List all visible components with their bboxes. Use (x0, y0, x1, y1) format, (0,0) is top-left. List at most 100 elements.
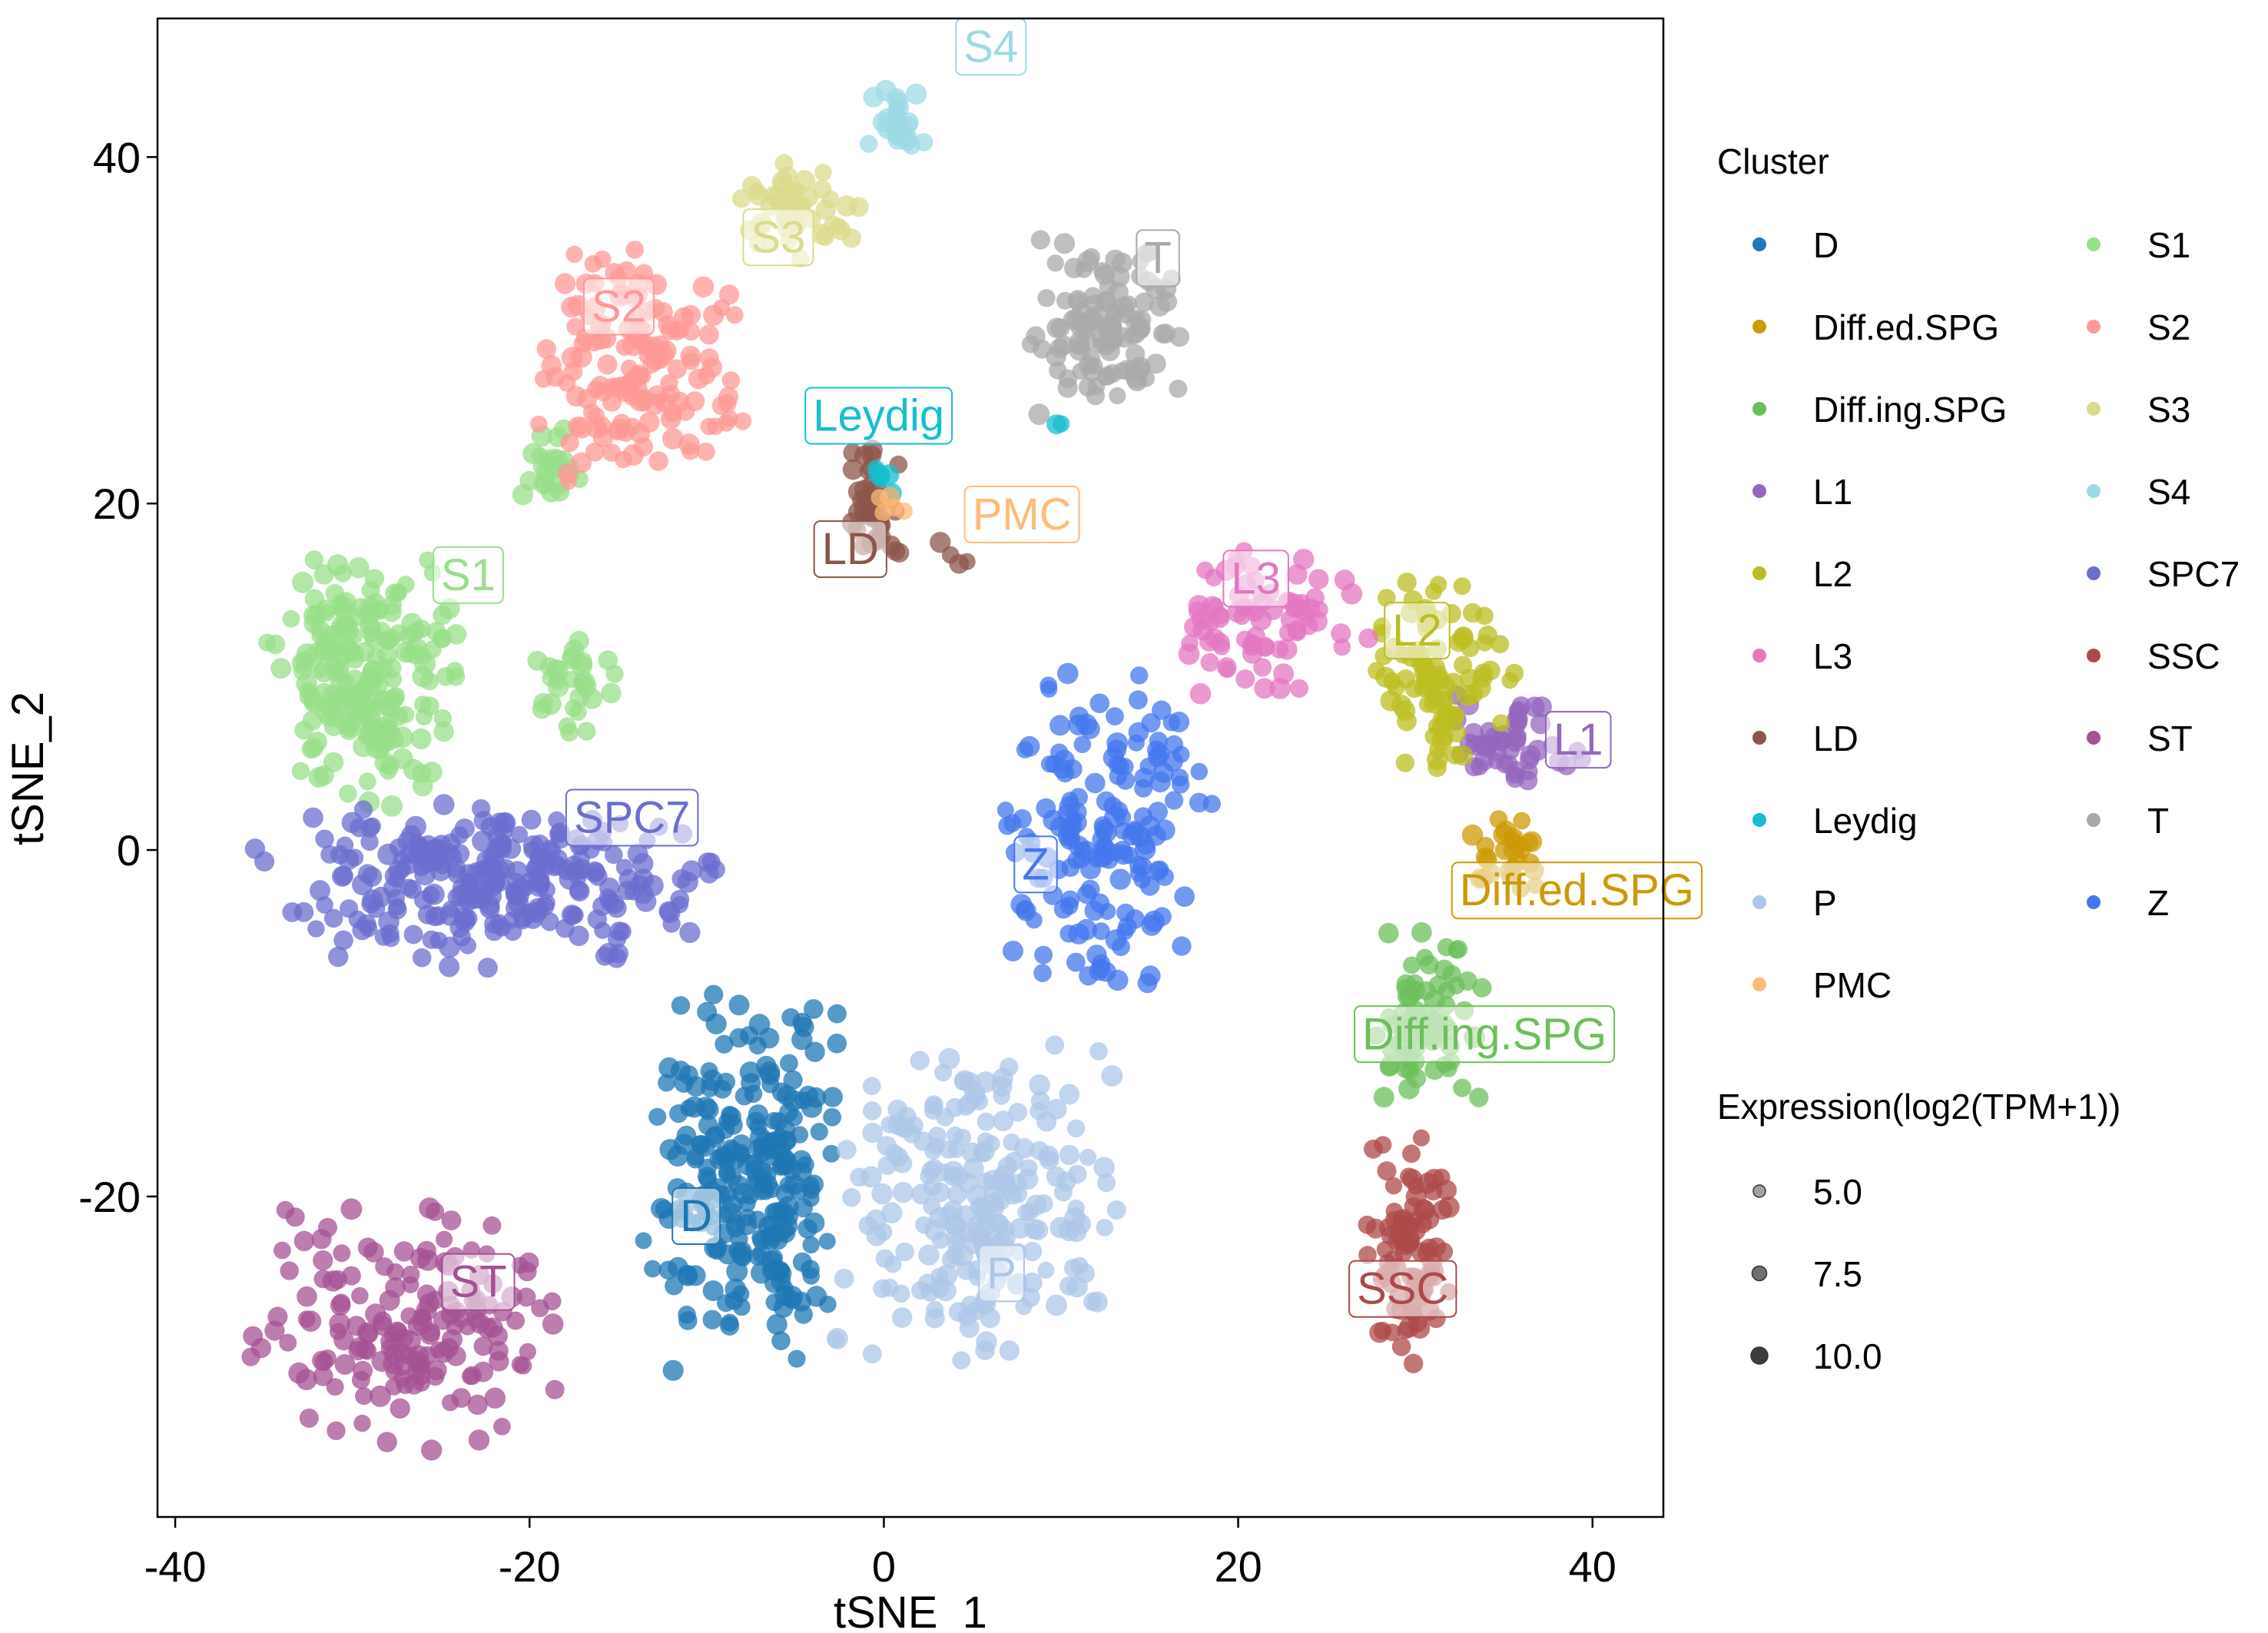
point-d (794, 1305, 814, 1324)
point-p (827, 1330, 845, 1348)
point-ssc (1410, 1318, 1431, 1339)
point-t (1105, 249, 1126, 271)
point-spc7 (549, 824, 569, 844)
point-p (939, 1205, 960, 1226)
point-d (732, 1241, 752, 1261)
point-spc7 (608, 929, 627, 948)
point-l2 (1460, 669, 1480, 689)
point-p (954, 1070, 975, 1091)
point-ssc (1396, 1233, 1414, 1252)
point-s1 (433, 629, 452, 649)
point-z (1076, 918, 1097, 941)
point-ld (941, 546, 960, 564)
legend-label: D (1813, 225, 1839, 265)
point-t (1169, 380, 1188, 398)
cluster-label-diff-ed-spg: Diff.ed.SPG (1451, 861, 1703, 920)
legend-swatch (1752, 484, 1766, 498)
point-z (1150, 860, 1169, 879)
point-l2 (1427, 748, 1448, 770)
point-d (685, 1265, 706, 1286)
point-s1 (366, 737, 387, 759)
point-spc7 (510, 825, 529, 844)
point-st (356, 1322, 379, 1343)
point-l2 (1397, 573, 1417, 592)
point-s1 (369, 698, 387, 716)
point-t (1146, 353, 1166, 374)
point-st (482, 1216, 502, 1235)
point-p (1000, 1057, 1019, 1077)
point-p (996, 1220, 1015, 1239)
point-spc7 (458, 908, 478, 928)
point-d (793, 1198, 813, 1218)
point-ssc (1391, 1337, 1411, 1356)
point-d (805, 1087, 827, 1108)
point-st (442, 1329, 463, 1350)
cluster-label-text: S4 (963, 22, 1018, 71)
point-st (451, 1388, 472, 1408)
point-p (1093, 1157, 1115, 1178)
point-s4 (863, 87, 884, 108)
point-l2 (1397, 711, 1417, 732)
point-st (297, 1310, 316, 1328)
point-diff-ing-spg (1416, 948, 1434, 967)
point-p (915, 1216, 933, 1234)
legend-item-diff-ed-spg: Diff.ed.SPG (1752, 307, 1999, 347)
point-p (871, 1183, 893, 1205)
point-z (1152, 762, 1174, 783)
point-p (902, 1124, 922, 1143)
point-spc7 (352, 920, 373, 941)
cluster-label-text: S1 (441, 550, 496, 600)
point-p (924, 1308, 945, 1329)
point-l1 (1463, 722, 1484, 744)
point-s2 (721, 371, 741, 390)
legend-label: L3 (1813, 636, 1852, 676)
point-p (1096, 1173, 1116, 1193)
point-z (1137, 973, 1158, 994)
point-z (1106, 707, 1124, 725)
point-spc7 (412, 948, 432, 968)
point-l3 (1250, 609, 1272, 631)
point-st (441, 1210, 462, 1230)
point-st (462, 1367, 479, 1386)
point-ssc (1365, 1218, 1386, 1239)
point-d (776, 1085, 797, 1106)
point-ld (842, 459, 864, 480)
point-p (1010, 1185, 1028, 1203)
point-st (341, 1266, 361, 1286)
point-d (752, 1231, 771, 1250)
point-spc7 (453, 928, 472, 947)
legend-label: Diff.ed.SPG (1813, 307, 1999, 347)
x-axis-title: tSNE_1 (834, 1588, 987, 1633)
point-d (702, 1280, 724, 1302)
point-t (1053, 233, 1076, 254)
point-s1 (304, 550, 324, 569)
legend-swatch (1752, 977, 1766, 991)
point-t (1125, 313, 1143, 331)
cluster-label-s1: S1 (432, 546, 504, 604)
point-st (313, 1366, 333, 1386)
point-t (1134, 292, 1154, 312)
point-t (1037, 289, 1056, 307)
point-s1 (317, 604, 336, 622)
point-p (943, 1160, 964, 1182)
cluster-label-ld: LD (813, 520, 887, 579)
point-l2 (1453, 577, 1471, 596)
cluster-label-text: SSC (1357, 1264, 1448, 1314)
point-spc7 (361, 894, 381, 914)
legend-item-pmc: PMC (1752, 965, 1892, 1005)
point-spc7 (362, 866, 383, 887)
point-spc7 (282, 902, 303, 922)
point-s1 (536, 475, 554, 493)
point-s2 (530, 415, 548, 433)
point-diff-ing-spg (1447, 941, 1466, 959)
point-l1 (1505, 768, 1525, 788)
axis-ticks-layer: -40 -20 0 20 40 -20 0 20 40 (78, 133, 1616, 1591)
point-p (837, 1140, 857, 1160)
point-spc7 (333, 930, 353, 951)
point-s1 (433, 605, 453, 626)
point-st (369, 1385, 391, 1407)
point-d (715, 1034, 734, 1054)
point-spc7 (477, 958, 498, 978)
point-s2 (597, 354, 618, 375)
point-s1 (320, 645, 340, 664)
